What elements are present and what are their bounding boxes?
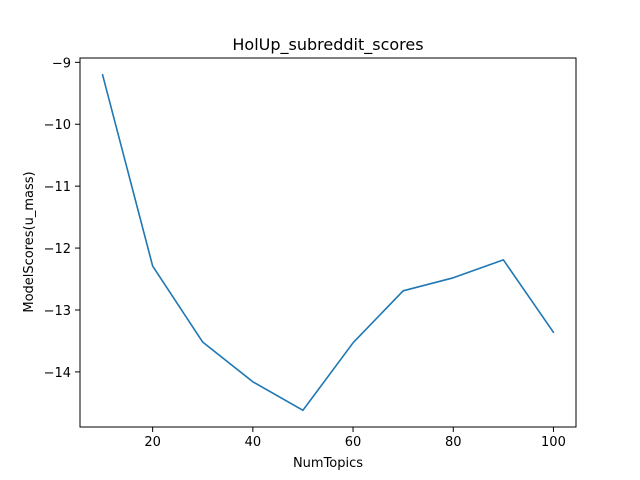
series-line — [101, 73, 555, 412]
y-tick-label: −11 — [44, 180, 71, 195]
x-tick-label: 100 — [541, 435, 566, 450]
x-tick-label: 40 — [245, 435, 262, 450]
y-tick-label: −10 — [44, 118, 71, 133]
x-axis-label: NumTopics — [293, 456, 363, 471]
y-tick-label: −12 — [44, 242, 71, 257]
y-axis-label: ModelScores(u_mass) — [22, 171, 37, 312]
y-tick-label: −14 — [44, 366, 71, 381]
axis-ticks: 20 40 60 80 100 −14 −13 −12 −11 −10 −9 — [44, 56, 566, 450]
x-tick-label: 80 — [445, 435, 462, 450]
x-tick-label: 60 — [345, 435, 362, 450]
y-tick-label: −13 — [44, 304, 71, 319]
x-tick-label: 20 — [144, 435, 161, 450]
y-tick-label: −9 — [52, 56, 71, 71]
plot-area-frame — [79, 57, 577, 428]
series-layer — [101, 73, 555, 412]
chart-title: HolUp_subreddit_scores — [232, 35, 423, 55]
